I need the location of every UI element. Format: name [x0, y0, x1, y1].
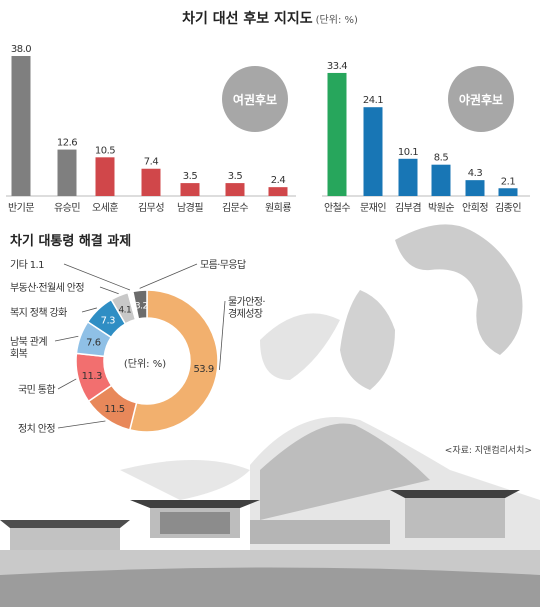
- donut-value-label: 53.9: [193, 364, 213, 375]
- donut-center-label: (단위: %): [124, 357, 166, 370]
- palace-illustration: [0, 224, 540, 607]
- bar-category-label: 김부겸: [395, 202, 421, 214]
- bar-category-label: 문재인: [360, 202, 386, 214]
- bar-value-label: 3.5: [228, 171, 243, 182]
- donut-category-label: 모름·무응답: [200, 259, 246, 271]
- bar-value-label: 12.6: [57, 138, 77, 149]
- chart-title: 차기 대선 후보 지지도 (단위: %): [182, 11, 358, 27]
- bar-value-label: 8.5: [434, 153, 449, 164]
- leader-line: [63, 263, 131, 291]
- donut-category-label: 물가안정· 경제성장: [228, 296, 265, 320]
- ruling-party-badge: 여권후보: [222, 66, 288, 132]
- opposition-party-badge: 야권후보: [448, 66, 514, 132]
- bar-category-label: 김문수: [222, 202, 248, 214]
- candidate-bar-chart: 38.0 반기문 12.6 유승민 10.5 오세훈 7.4 김무성 3.5 남경필 3.5 김문수 2…: [6, 44, 530, 214]
- donut-category-label: 복지 정책 강화: [10, 307, 67, 319]
- bar-12: [465, 180, 485, 196]
- bar-category-label: 오세훈: [92, 201, 118, 214]
- leader-line: [57, 420, 106, 429]
- issue-donut-chart: 53.9 물가안정· 경제성장 11.5 정치 안정 11.3 국민 통합 7.6 남북 관계 회…: [10, 259, 266, 435]
- bar-value-label: 4.3: [468, 168, 483, 179]
- bar-8: [327, 72, 347, 196]
- leader-line: [57, 378, 77, 390]
- bar-value-label: 3.5: [183, 171, 198, 182]
- leader-line: [139, 263, 198, 289]
- bar-11: [431, 164, 451, 196]
- bar-4: [141, 168, 161, 196]
- leader-line: [81, 307, 97, 313]
- bar-7: [268, 187, 288, 196]
- donut-value-label: 11.5: [104, 404, 124, 415]
- donut-value-label: 11.3: [82, 371, 102, 382]
- bar-category-label: 안철수: [324, 202, 350, 214]
- donut-value-label: 7.3: [101, 316, 116, 327]
- bar-1: [11, 56, 31, 196]
- leader-line: [219, 300, 226, 370]
- bar-value-label: 10.1: [398, 147, 418, 158]
- bar-category-label: 원희룡: [265, 202, 291, 214]
- bar-category-label: 박원순: [428, 202, 454, 214]
- bar-category-label: 유승민: [54, 202, 80, 214]
- donut-category-label: 정치 안정: [18, 423, 55, 435]
- donut-category-label: 남북 관계 회복: [10, 336, 47, 360]
- bar-9: [363, 107, 383, 196]
- donut-category-label: 부동산·전월세 안정: [10, 282, 84, 294]
- bar-10: [398, 158, 418, 196]
- leader-line: [54, 335, 79, 342]
- bar-value-label: 10.5: [95, 145, 115, 156]
- bar-value-label: 33.4: [327, 61, 347, 72]
- bar-13: [498, 188, 518, 196]
- donut-slice-1: [128, 289, 219, 433]
- bar-5: [180, 183, 200, 196]
- bar-value-label: 2.1: [501, 176, 516, 187]
- donut-value-label: 4.1: [118, 305, 131, 315]
- bar-category-label: 안희정: [462, 202, 488, 214]
- bar-value-label: 38.0: [11, 44, 31, 55]
- bar-3: [95, 157, 115, 196]
- donut-title: 차기 대통령 해결 과제: [10, 234, 132, 249]
- bar-category-label: 김종인: [495, 202, 521, 214]
- donut-value-label: 3.2: [135, 301, 148, 311]
- chart-unit: (단위: %): [315, 15, 358, 26]
- bar-value-label: 24.1: [363, 95, 383, 106]
- source-note: <자료: 지앤컴리서치>: [444, 446, 532, 456]
- leader-line: [99, 286, 119, 295]
- bar-category-label: 남경필: [177, 201, 203, 214]
- bar-value-label: 7.4: [144, 157, 159, 168]
- bar-2: [57, 149, 77, 196]
- donut-category-label: 국민 통합: [18, 384, 55, 396]
- donut-slice-8: [131, 289, 148, 320]
- bar-category-label: 반기문: [8, 202, 34, 214]
- bar-6: [225, 183, 245, 196]
- donut-category-label: 기타 1.1: [10, 259, 44, 271]
- donut-value-label: 7.6: [86, 338, 101, 349]
- bar-value-label: 2.4: [271, 175, 286, 186]
- bar-category-label: 김무성: [138, 202, 164, 214]
